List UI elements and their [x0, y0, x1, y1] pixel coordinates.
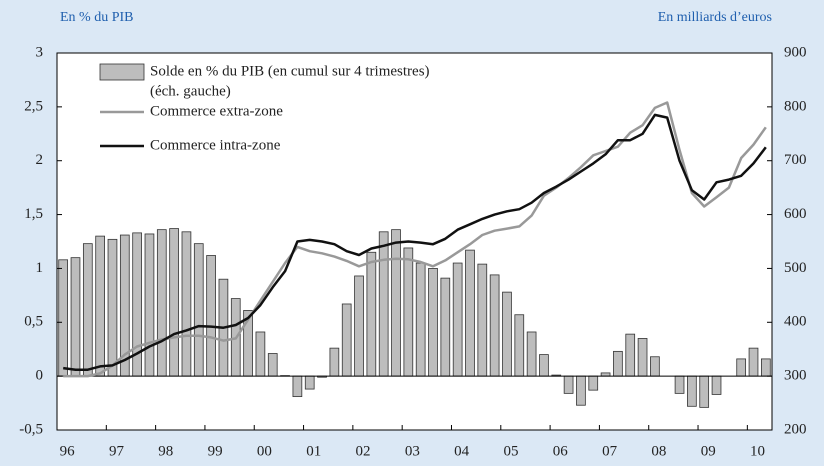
y2-tick-label: 900	[784, 44, 807, 60]
bar	[465, 249, 475, 377]
legend-label: Commerce intra-zone	[150, 137, 281, 153]
bar	[687, 375, 697, 407]
y2-tick-label: 700	[784, 152, 807, 168]
x-tick-label: 09	[701, 443, 716, 459]
x-tick-label: 07	[602, 443, 618, 459]
y2-tick-label: 800	[784, 98, 807, 114]
bar	[82, 243, 93, 377]
bar	[736, 358, 747, 377]
legend-label: Solde en % du PIB (en cumul sur 4 trimes…	[150, 63, 430, 79]
y-tick-label: 2	[36, 152, 44, 168]
y2-tick-label: 300	[784, 368, 807, 384]
y-tick-label: 1	[36, 260, 44, 276]
y-tick-label: 0	[36, 368, 44, 384]
y-tick-label: 0,5	[24, 314, 43, 330]
bar	[539, 354, 549, 377]
bar	[637, 338, 648, 377]
bar	[674, 375, 685, 394]
legend-swatch	[99, 63, 145, 81]
x-tick-label: 10	[750, 443, 765, 459]
bar	[650, 356, 660, 377]
x-tick-label: 02	[356, 443, 371, 459]
y2-tick-label: 400	[784, 314, 807, 330]
bar	[95, 235, 105, 377]
bar	[107, 238, 118, 377]
bar	[267, 353, 278, 377]
legend-note: (éch. gauche)	[150, 83, 231, 99]
x-tick-label: 06	[553, 443, 569, 459]
bar	[366, 251, 377, 377]
y-tick-label: 1,5	[24, 206, 43, 222]
bar	[144, 233, 155, 377]
bar	[181, 231, 192, 377]
x-tick-label: 98	[158, 443, 173, 459]
bar	[588, 375, 599, 391]
line	[63, 101, 767, 378]
x-tick-label: 03	[405, 443, 420, 459]
line	[63, 113, 767, 371]
bar	[502, 291, 512, 377]
bar	[70, 257, 81, 377]
bar	[440, 277, 451, 377]
legend-label: Commerce extra-zone	[150, 103, 283, 119]
bar	[613, 350, 623, 377]
bar	[169, 228, 179, 377]
bar	[206, 255, 216, 377]
x-tick-label: 01	[306, 443, 321, 459]
bar	[391, 229, 401, 377]
bar	[415, 262, 426, 377]
bar	[341, 303, 352, 377]
bar	[378, 231, 389, 377]
bar	[292, 375, 303, 398]
bar	[428, 268, 438, 377]
bar	[452, 262, 463, 377]
bar	[403, 247, 414, 377]
bar	[304, 375, 315, 390]
bar	[58, 259, 69, 377]
bar	[156, 229, 167, 377]
y-tick-label: -0,5	[19, 421, 43, 437]
bar	[526, 331, 537, 377]
bar	[576, 375, 586, 406]
x-tick-label: 97	[109, 443, 125, 459]
bar	[329, 347, 340, 377]
bar	[699, 375, 710, 408]
y-tick-label: 2,5	[24, 98, 43, 114]
y2-tick-label: 200	[784, 421, 807, 437]
y2-tick-label: 500	[784, 260, 807, 276]
y-tick-label: 3	[36, 44, 44, 60]
bar	[354, 275, 364, 377]
y2-tick-label: 600	[784, 206, 807, 222]
bar	[489, 274, 500, 377]
x-tick-label: 05	[503, 443, 518, 459]
bar	[625, 333, 636, 377]
bar	[563, 375, 574, 394]
x-tick-label: 00	[257, 443, 272, 459]
right-axis-label: En milliards d’euros	[658, 10, 772, 25]
bar	[760, 358, 771, 377]
bar	[193, 243, 204, 377]
bar	[255, 331, 266, 377]
left-axis-label: En % du PIB	[60, 10, 134, 25]
x-tick-label: 04	[454, 443, 470, 459]
bar	[748, 347, 759, 377]
x-tick-label: 08	[651, 443, 666, 459]
bar	[711, 375, 722, 395]
bar	[477, 263, 488, 377]
bar	[514, 314, 525, 377]
x-tick-label: 96	[60, 443, 76, 459]
x-tick-label: 99	[208, 443, 223, 459]
